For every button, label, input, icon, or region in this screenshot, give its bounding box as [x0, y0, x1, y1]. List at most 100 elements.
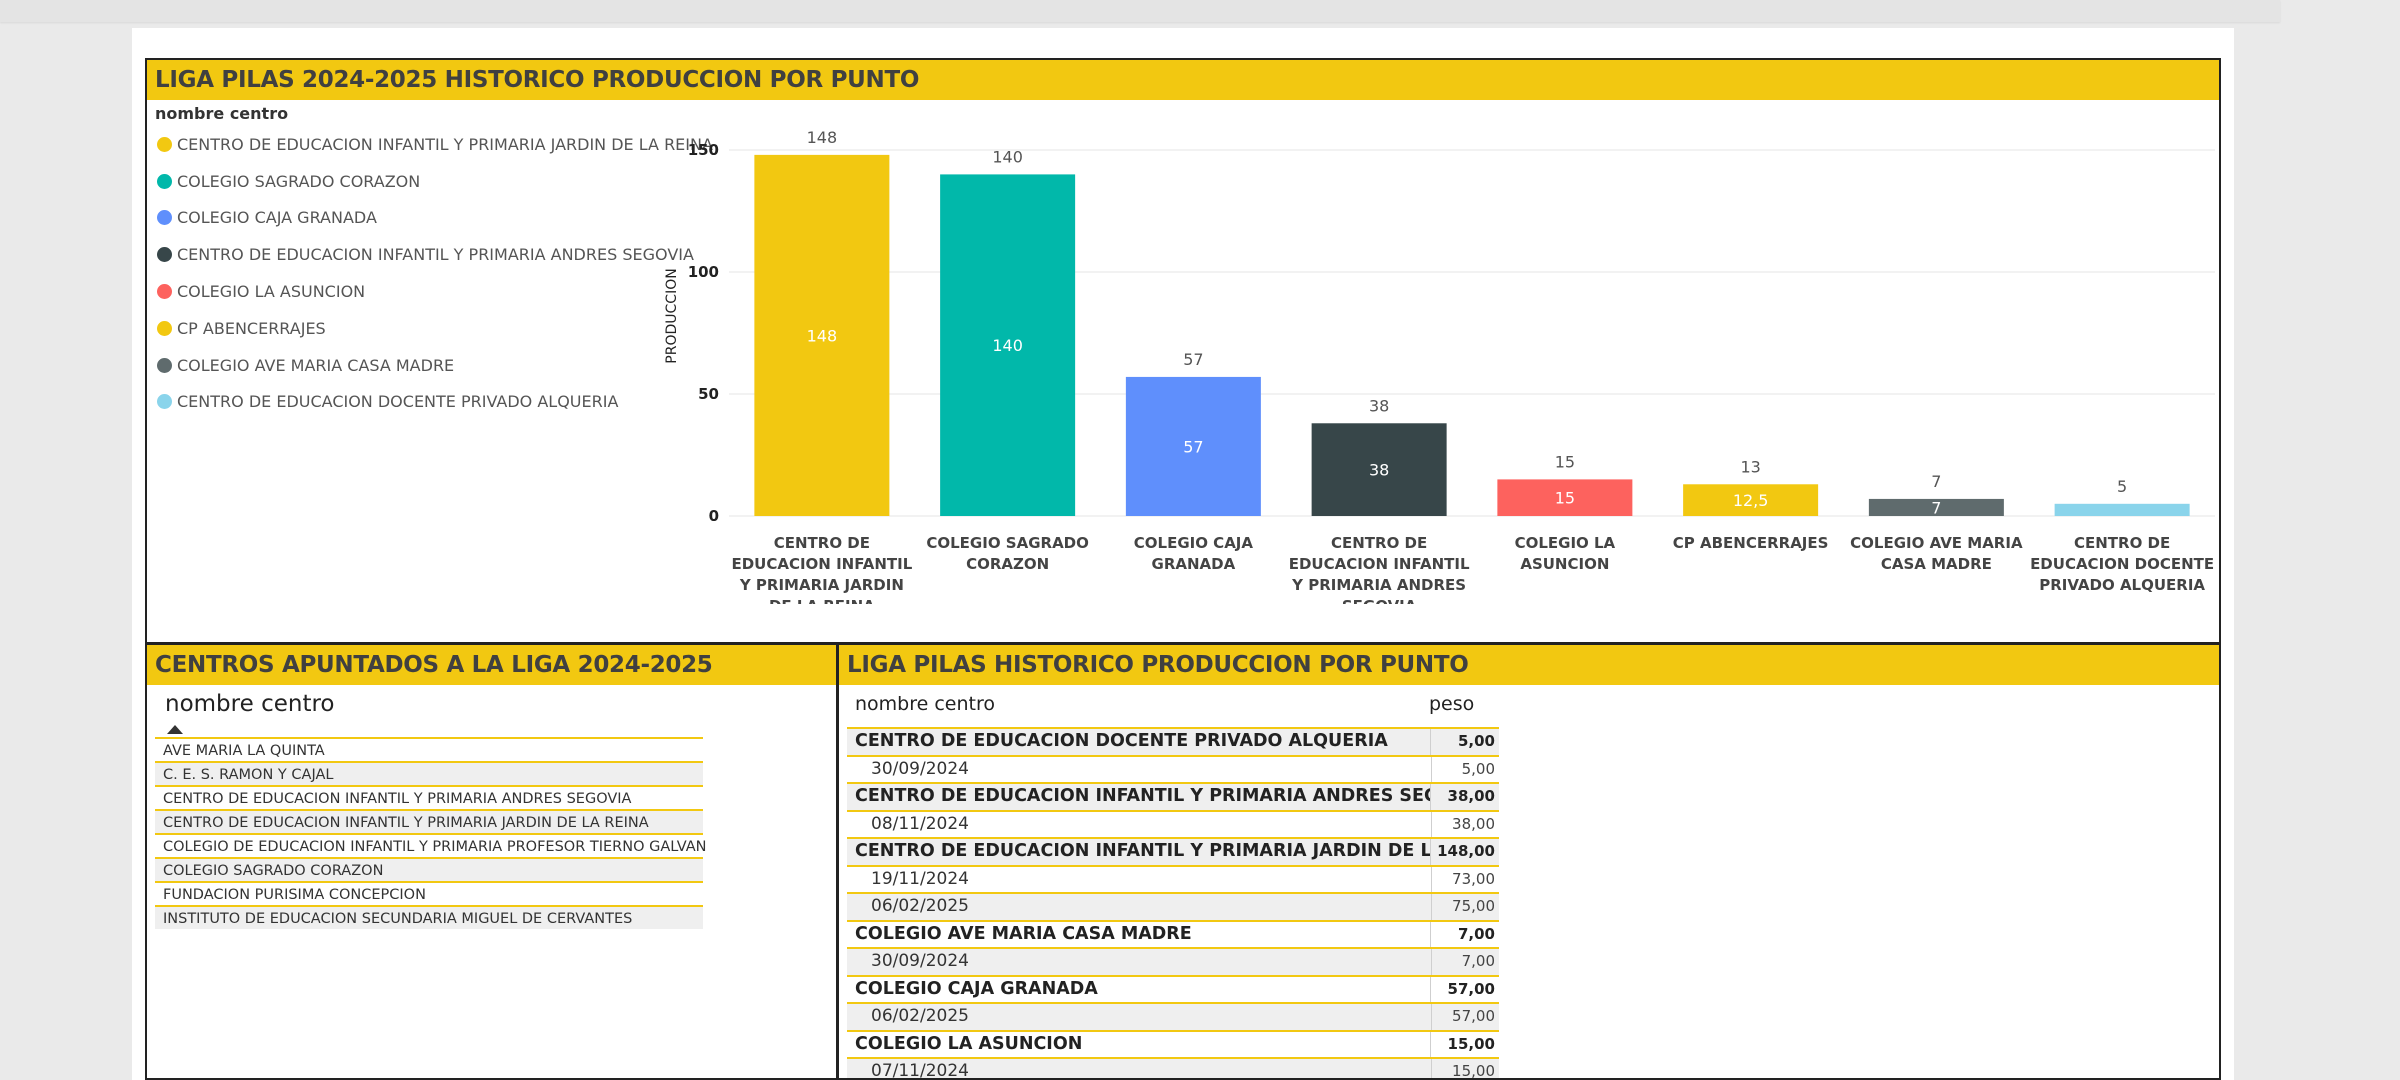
table-cell-name: COLEGIO CAJA GRANADA	[847, 976, 1431, 1002]
table-row[interactable]: COLEGIO AVE MARIA CASA MADRE 7,00	[847, 919, 1499, 947]
table-row[interactable]: COLEGIO LA ASUNCION 15,00	[847, 1029, 1499, 1057]
x-tick-label: CASA MADRE	[1881, 555, 1992, 573]
legend-color-dot-icon	[157, 210, 172, 226]
x-tick-label: SEGOVIA	[1342, 597, 1417, 604]
list-item[interactable]: FUNDACION PURISIMA CONCEPCION	[155, 881, 703, 905]
browser-top-bar	[0, 0, 2280, 22]
data-label: 140	[992, 147, 1023, 166]
bar[interactable]	[1497, 479, 1633, 516]
bar[interactable]	[2054, 503, 2190, 516]
sort-ascending-icon[interactable]	[167, 725, 183, 734]
legend-label: CENTRO DE EDUCACION INFANTIL Y PRIMARIA …	[177, 134, 713, 154]
table-row[interactable]: COLEGIO CAJA GRANADA 57,00	[847, 974, 1499, 1002]
table-cell-name: 08/11/2024	[847, 811, 1433, 837]
bar-inner-label: 12,5	[1733, 491, 1769, 510]
x-tick-label: EDUCACION INFANTIL	[1289, 555, 1470, 573]
x-tick-label: Y PRIMARIA JARDIN	[739, 576, 904, 594]
table-row[interactable]: 30/09/2024 7,00	[847, 947, 1499, 975]
y-tick-label: 100	[688, 263, 719, 281]
legend-label: COLEGIO SAGRADO CORAZON	[177, 171, 421, 191]
chart-panel-title: LIGA PILAS 2024-2025 HISTORICO PRODUCCIO…	[147, 60, 2219, 100]
table-cell-name: 30/09/2024	[847, 756, 1433, 782]
table-cell-peso: 15,00	[1452, 1062, 1495, 1080]
x-tick-label: PRIVADO ALQUERIA	[2039, 576, 2205, 594]
table-cell-name: 06/02/2025	[847, 1004, 1433, 1030]
table-header-nombre-centro[interactable]: nombre centro	[855, 693, 996, 715]
y-axis-label: PRODUCCION	[664, 268, 680, 363]
x-tick-label: Y PRIMARIA ANDRES	[1291, 576, 1466, 594]
x-tick-label: CENTRO DE	[2074, 534, 2170, 552]
list-item[interactable]: CENTRO DE EDUCACION INFANTIL Y PRIMARIA …	[155, 809, 703, 833]
produccion-table-panel: LIGA PILAS HISTORICO PRODUCCION POR PUNT…	[837, 643, 2221, 1080]
table-row[interactable]: CENTRO DE EDUCACION DOCENTE PRIVADO ALQU…	[847, 727, 1499, 755]
table-cell-peso: 7,00	[1461, 952, 1495, 970]
bar[interactable]	[1683, 484, 1819, 516]
legend-item[interactable]: CENTRO DE EDUCACION INFANTIL Y PRIMARIA …	[155, 126, 713, 163]
table-row[interactable]: 07/11/2024 15,00	[847, 1057, 1499, 1080]
list-item[interactable]: INSTITUTO DE EDUCACION SECUNDARIA MIGUEL…	[155, 905, 703, 929]
legend-color-dot-icon	[157, 136, 172, 152]
legend-item[interactable]: CP ABENCERRAJES	[155, 310, 713, 347]
list-item[interactable]: COLEGIO DE EDUCACION INFANTIL Y PRIMARIA…	[155, 833, 707, 857]
data-label: 7	[1931, 472, 1941, 491]
bar[interactable]	[1125, 376, 1261, 516]
list-item[interactable]: AVE MARIA LA QUINTA	[155, 737, 703, 761]
table-row[interactable]: CENTRO DE EDUCACION INFANTIL Y PRIMARIA …	[847, 837, 1499, 865]
legend-item[interactable]: CENTRO DE EDUCACION INFANTIL Y PRIMARIA …	[155, 236, 713, 273]
legend-color-dot-icon	[157, 247, 172, 263]
centros-list-panel: CENTROS APUNTADOS A LA LIGA 2024-2025 no…	[145, 643, 838, 1080]
legend-item[interactable]: COLEGIO AVE MARIA CASA MADRE	[155, 347, 713, 384]
legend-item[interactable]: COLEGIO CAJA GRANADA	[155, 200, 713, 237]
list-item[interactable]: COLEGIO SAGRADO CORAZON	[155, 857, 703, 881]
x-tick-label: COLEGIO SAGRADO	[926, 534, 1089, 552]
legend-label: CENTRO DE EDUCACION INFANTIL Y PRIMARIA …	[177, 245, 694, 265]
table-row[interactable]: CENTRO DE EDUCACION INFANTIL Y PRIMARIA …	[847, 782, 1499, 810]
table-row[interactable]: 08/11/2024 38,00	[847, 809, 1499, 837]
legend-items: CENTRO DE EDUCACION INFANTIL Y PRIMARIA …	[155, 126, 713, 420]
table-cell-peso: 5,00	[1457, 732, 1495, 750]
chart-legend[interactable]: nombre centro CENTRO DE EDUCACION INFANT…	[155, 104, 713, 420]
chart-panel: LIGA PILAS 2024-2025 HISTORICO PRODUCCIO…	[145, 58, 2221, 644]
table-row[interactable]: 30/09/2024 5,00	[847, 754, 1499, 782]
table-cell-peso: 75,00	[1452, 897, 1495, 915]
bar-inner-label: 38	[1369, 461, 1389, 480]
legend-item[interactable]: COLEGIO LA ASUNCION	[155, 273, 713, 310]
y-tick-label: 150	[688, 141, 719, 159]
x-tick-label: CORAZON	[966, 555, 1049, 573]
bar[interactable]	[754, 154, 890, 516]
produccion-table: CENTRO DE EDUCACION DOCENTE PRIVADO ALQU…	[847, 727, 1499, 1080]
bar-chart[interactable]: 0 50 100 150 PRODUCCION 148 148 CENTRO DE EDUCAC…	[147, 60, 2219, 604]
x-tick-label: COLEGIO LA	[1515, 534, 1616, 552]
bar[interactable]	[940, 174, 1076, 516]
table-cell-name: COLEGIO AVE MARIA CASA MADRE	[847, 921, 1431, 947]
x-tick-label: EDUCACION INFANTIL	[731, 555, 912, 573]
legend-color-dot-icon	[157, 357, 172, 373]
list-column-header[interactable]: nombre centro	[165, 691, 335, 717]
x-tick-label: COLEGIO AVE MARIA	[1850, 534, 2023, 552]
table-cell-peso: 148,00	[1437, 842, 1495, 860]
table-row[interactable]: 06/02/2025 57,00	[847, 1002, 1499, 1030]
bar-inner-label: 7	[1931, 498, 1941, 517]
data-label: 13	[1740, 457, 1760, 476]
table-row[interactable]: 06/02/2025 75,00	[847, 892, 1499, 920]
x-tick-label: COLEGIO CAJA	[1134, 534, 1254, 552]
table-header-peso[interactable]: peso	[1429, 693, 1475, 715]
legend-item[interactable]: COLEGIO SAGRADO CORAZON	[155, 163, 713, 200]
table-cell-peso: 57,00	[1447, 979, 1495, 998]
bar[interactable]	[1868, 498, 2004, 516]
legend-label: COLEGIO LA ASUNCION	[177, 282, 366, 302]
table-cell-name: 30/09/2024	[847, 949, 1433, 975]
table-row[interactable]: 19/11/2024 73,00	[847, 864, 1499, 892]
legend-title: nombre centro	[155, 104, 289, 123]
bar[interactable]	[1311, 423, 1447, 516]
legend-label: CENTRO DE EDUCACION DOCENTE PRIVADO ALQU…	[177, 392, 619, 412]
x-tick-label: EDUCACION DOCENTE	[2030, 555, 2214, 573]
list-item[interactable]: C. E. S. RAMON Y CAJAL	[155, 761, 703, 785]
list-item[interactable]: CENTRO DE EDUCACION INFANTIL Y PRIMARIA …	[155, 785, 703, 809]
bar-inner-label: 15	[1555, 489, 1575, 508]
legend-item[interactable]: CENTRO DE EDUCACION DOCENTE PRIVADO ALQU…	[155, 384, 713, 421]
legend-color-dot-icon	[157, 320, 172, 336]
y-tick-label: 0	[709, 507, 719, 525]
x-tick-label: ASUNCION	[1520, 555, 1609, 573]
y-tick-label: 50	[698, 385, 719, 403]
